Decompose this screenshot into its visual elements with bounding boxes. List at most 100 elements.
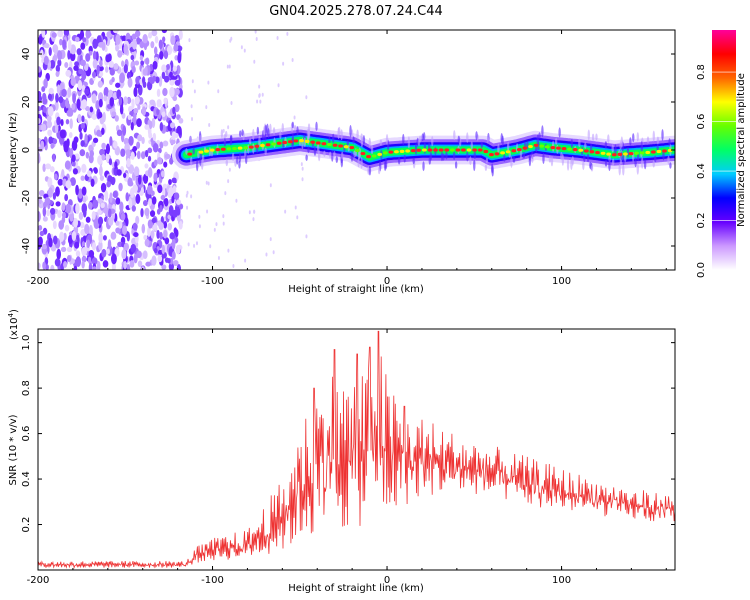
noise-speck [74,61,80,67]
noise-speck [136,141,141,149]
ridge-wisp [238,161,241,169]
ridge-core [332,143,338,147]
ridge-wisp [652,130,655,142]
noise-speck [155,76,160,84]
noise-speck [38,94,43,103]
noise-speck [207,181,210,186]
noise-speck [133,232,139,238]
noise-speck [49,166,55,173]
ridge-wisp [480,141,483,149]
noise-speck [56,116,61,126]
noise-speck [50,244,57,252]
ridge-wisp [475,131,478,140]
ridge-wisp [360,133,363,141]
noise-speck [81,84,86,93]
ridge-wisp [560,151,563,160]
ridge-core [265,143,271,147]
noise-speck [57,210,62,218]
noise-speck [141,106,147,116]
noise-speck [258,93,261,98]
noise-speck [98,240,103,251]
noise-speck [158,76,163,87]
noise-speck [102,260,109,268]
ridge-core [315,141,321,145]
snr-panel: -200 -100 0 100 0.2 0.4 0.6 0.8 1.0 Height of s… [7,309,676,594]
noise-speck [67,39,72,51]
noise-speck [144,150,149,158]
noise-speck [77,188,84,199]
ridge-core [483,149,489,154]
noise-speck [164,237,170,245]
ridge-wisp [248,138,252,145]
noise-speck [229,38,232,43]
noise-speck [171,131,176,141]
ridge-wisp [632,133,635,143]
noise-speck [71,103,76,111]
ridge-core [204,149,209,153]
ridge-wisp [417,138,421,146]
noise-speck [46,209,50,217]
ridge-core [371,154,377,158]
ridge-wisp [256,126,260,135]
ridge-wisp [323,150,326,157]
noise-speck [133,112,137,119]
noise-speck [141,223,146,234]
ridge-wisp [189,156,193,166]
noise-speck [162,87,168,97]
noise-speck [135,76,141,85]
ridge-wisp [595,133,598,141]
ridge-core [472,148,478,152]
noise-speck [59,82,65,91]
ridge-core [399,149,405,153]
noise-speck [161,71,166,80]
noise-speck [44,43,50,49]
snr-frame [37,328,676,571]
noise-speck [159,141,164,149]
noise-speck [121,35,127,42]
ridge-core [500,151,505,155]
noise-speck [159,231,163,240]
noise-speck [42,92,47,102]
noise-speck [73,65,79,72]
ridge-wisp [668,138,671,147]
noise-speck [92,38,98,50]
ridge-wisp [429,151,433,161]
noise-speck [126,263,131,270]
ridge-core [198,150,204,154]
noise-speck [91,210,96,220]
noise-speck [265,252,268,257]
noise-speck [175,244,181,255]
ridge-wisp [402,133,405,145]
ridge-wisp [608,159,611,172]
y-tick-label: 40 [21,48,32,61]
noise-speck [191,79,194,84]
noise-speck [126,157,131,168]
noise-speck [120,212,126,221]
ridge-core [583,149,589,153]
ridge-wisp [223,137,227,147]
noise-speck [161,244,166,255]
noise-speck [163,161,168,168]
noise-speck [148,132,153,139]
ridge-wisp [554,138,558,145]
noise-speck [71,154,76,163]
noise-speck [173,227,178,234]
noise-speck [43,201,48,209]
ridge-wisp [313,145,317,157]
noise-speck [79,132,83,140]
noise-speck [227,248,230,253]
ridge-wisp [490,163,494,174]
ridge-core [656,149,662,154]
noise-speck [81,163,87,174]
noise-speck [142,250,148,260]
ridge-core [617,152,623,156]
noise-speck [102,235,107,241]
noise-speck [39,230,45,237]
ridge-core [382,151,388,155]
noise-speck [122,125,127,136]
noise-speck [81,260,85,269]
noise-speck [55,124,59,134]
noise-speck [38,35,43,45]
ridge-wisp [466,132,469,143]
noise-speck [158,39,163,50]
